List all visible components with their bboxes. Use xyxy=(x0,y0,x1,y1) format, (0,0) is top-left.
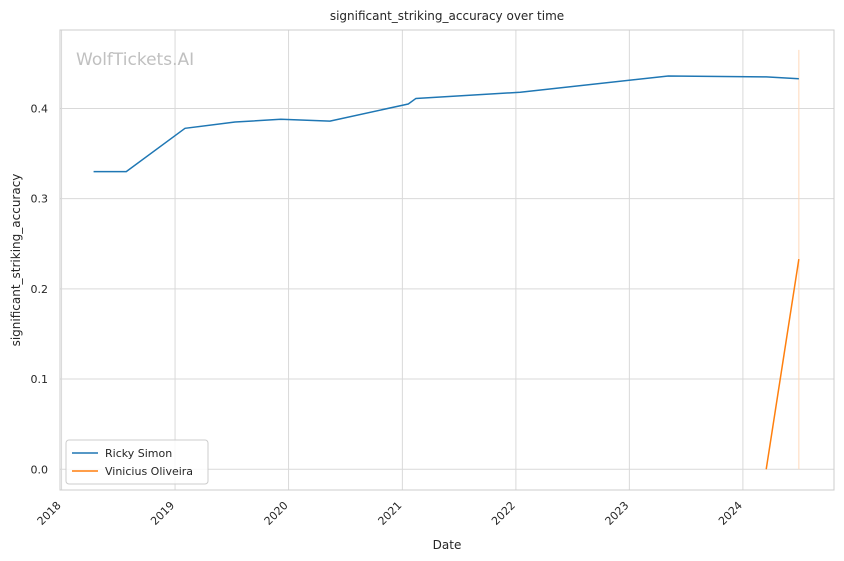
y-tick-label: 0.4 xyxy=(31,102,49,115)
legend-frame xyxy=(65,439,209,485)
y-tick-label: 0.0 xyxy=(31,463,49,476)
y-axis-ticks: 0.0 0.1 0.2 0.3 0.4 xyxy=(31,102,49,476)
legend-label: Ricky Simon xyxy=(105,447,172,460)
series-vinicius-oliveira xyxy=(765,258,800,470)
x-axis-title: Date xyxy=(433,538,462,552)
y-tick-label: 0.3 xyxy=(31,193,49,206)
chart-title: significant_striking_accuracy over time xyxy=(330,9,564,23)
series-line xyxy=(93,75,799,173)
series-ricky-simon xyxy=(93,75,799,173)
series xyxy=(93,75,800,470)
series-line xyxy=(765,258,800,470)
plot-area-frame xyxy=(59,29,835,491)
y-tick-label: 0.1 xyxy=(31,373,49,386)
y-axis-title: significant_striking_accuracy xyxy=(9,174,23,347)
legend: Ricky Simon Vinicius Oliveira xyxy=(65,439,209,485)
y-tick-label: 0.2 xyxy=(31,283,49,296)
watermark-text: WolfTickets.AI xyxy=(76,50,194,70)
legend-label: Vinicius Oliveira xyxy=(105,465,193,478)
